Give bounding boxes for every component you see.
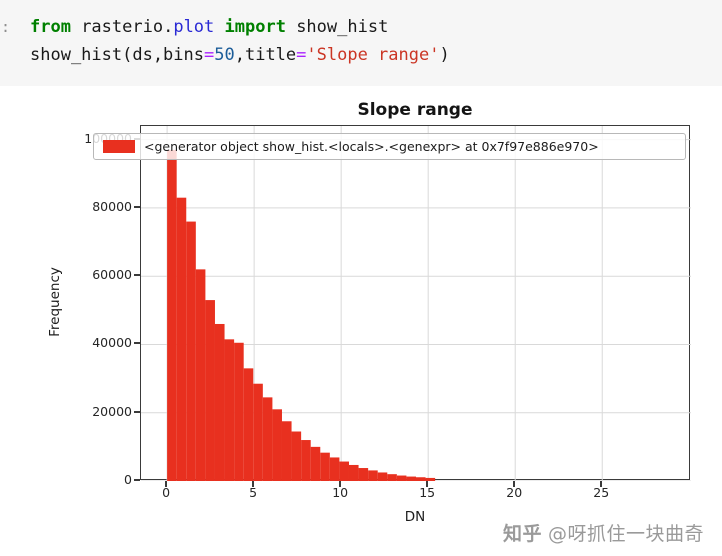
code-token-name: plot	[173, 17, 215, 37]
x-tick-mark	[513, 481, 516, 487]
x-tick-label: 20	[506, 485, 523, 500]
code-token-plain: )	[439, 45, 450, 65]
y-tick-label: 0	[124, 472, 132, 487]
watermark: 知乎 @呀抓住一块曲奇	[503, 519, 704, 546]
chart-title: Slope range	[357, 100, 473, 120]
code-token-string: 'Slope range'	[306, 45, 440, 65]
y-tick-label: 80000	[92, 198, 132, 214]
code-lines: from rasterio.plot import show_hist show_…	[30, 13, 722, 69]
code-token-number: 50	[214, 45, 235, 65]
x-tick-label: 25	[593, 485, 610, 500]
code-token-keyword: import	[224, 17, 286, 37]
code-token-plain	[214, 17, 224, 37]
legend-label: <generator object show_hist.<locals>.<ge…	[144, 139, 599, 154]
code-token-plain: .	[163, 17, 174, 37]
watermark-handle: @呀抓住一块曲奇	[547, 523, 704, 545]
y-tick-mark	[134, 479, 140, 481]
code-token-operator: =	[296, 45, 307, 65]
code-token-plain: ,title	[234, 45, 297, 65]
x-tick-mark	[165, 481, 168, 487]
x-tick-mark	[600, 481, 603, 487]
x-tick-label: 5	[249, 485, 258, 500]
y-tick-mark	[134, 205, 140, 208]
histogram-bars	[141, 126, 691, 481]
x-tick-mark	[252, 481, 255, 487]
code-token-plain: show_hist	[285, 17, 389, 37]
code-token-plain: show_hist(ds,bins	[30, 45, 204, 65]
gutter-fragment: :	[1, 18, 11, 36]
y-tick-label: 40000	[92, 335, 132, 351]
watermark-brand: 知乎	[502, 523, 542, 545]
y-tick-label: 20000	[92, 403, 132, 419]
code-line: show_hist(ds,bins=50,title='Slope range'…	[30, 41, 722, 69]
code-token-keyword: from	[30, 17, 71, 37]
plot-area	[140, 125, 691, 481]
x-tick-label: 0	[162, 485, 171, 500]
code-block: : from rasterio.plot import show_hist sho…	[0, 0, 722, 86]
x-tick-label: 15	[419, 485, 436, 500]
code-token-operator: =	[204, 45, 215, 65]
x-tick-mark	[426, 481, 429, 487]
legend-color-swatch	[103, 140, 135, 153]
y-tick-mark	[134, 274, 140, 277]
y-tick-mark	[134, 342, 140, 345]
x-tick-mark	[339, 481, 342, 487]
x-tick-label: 10	[332, 485, 349, 500]
x-axis-label: DN	[404, 509, 426, 525]
y-axis-label: Frequency	[47, 267, 63, 337]
y-tick-label: 60000	[92, 267, 132, 283]
histogram-figure: Slope range <generator object show_hist.…	[0, 90, 722, 556]
legend-box: <generator object show_hist.<locals>.<ge…	[93, 133, 686, 160]
code-line: from rasterio.plot import show_hist	[30, 13, 722, 41]
y-tick-mark	[134, 410, 140, 413]
code-token-plain: rasterio	[70, 17, 164, 37]
